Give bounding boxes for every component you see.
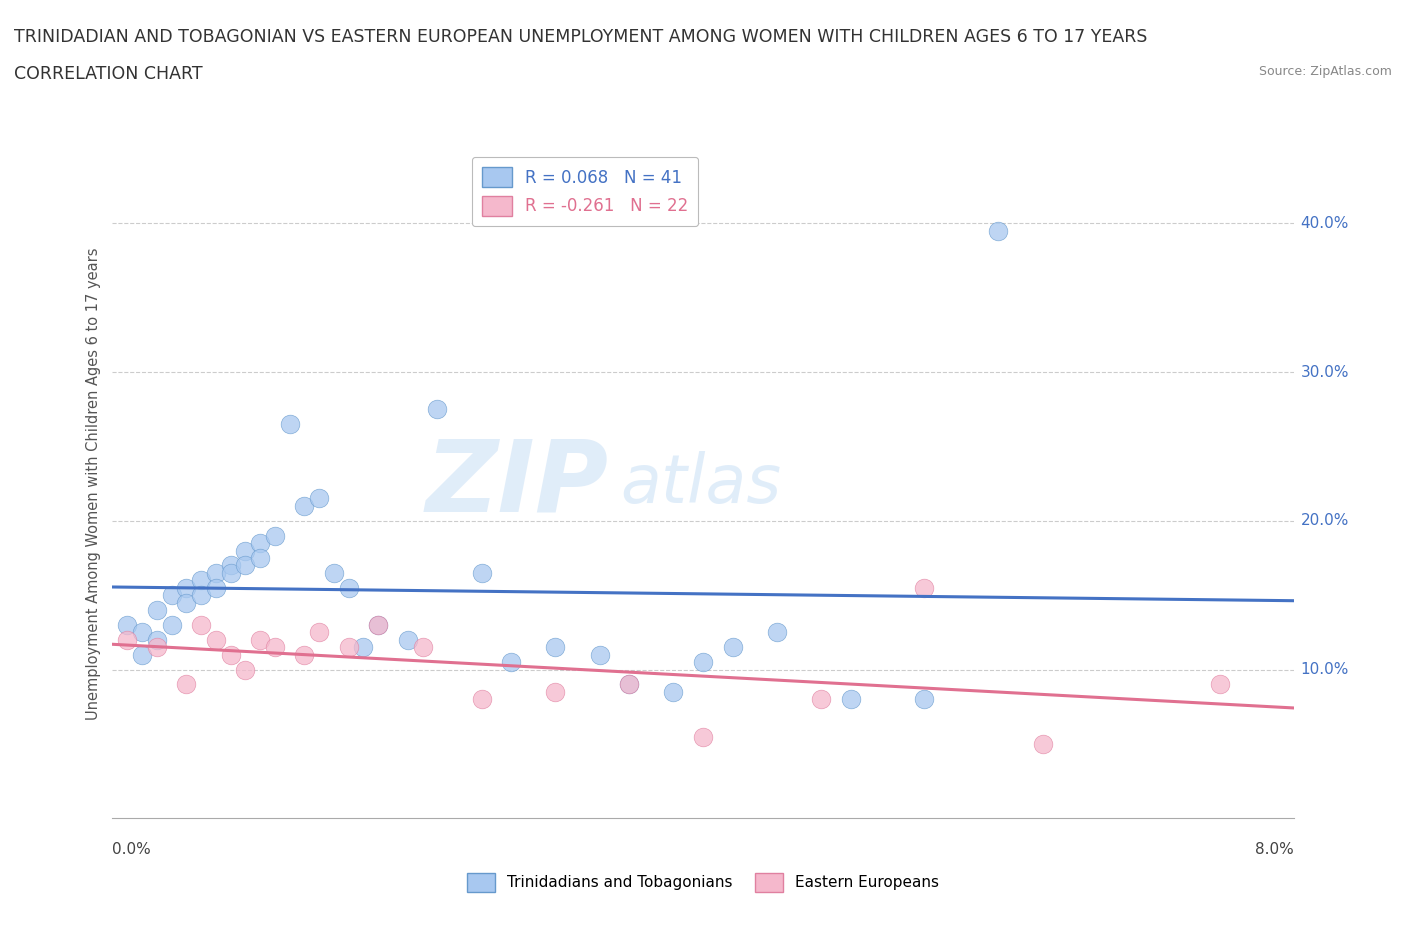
Point xyxy=(249,551,271,565)
Point xyxy=(131,647,153,662)
Text: 0.0%: 0.0% xyxy=(112,842,152,857)
Point xyxy=(337,640,360,655)
Point xyxy=(249,632,271,647)
Point xyxy=(337,580,360,595)
Point xyxy=(146,632,169,647)
Point xyxy=(412,640,434,655)
Text: ZIP: ZIP xyxy=(426,435,609,532)
Point xyxy=(292,498,315,513)
Point xyxy=(1032,737,1054,751)
Text: 40.0%: 40.0% xyxy=(1301,216,1348,231)
Text: 8.0%: 8.0% xyxy=(1254,842,1294,857)
Point xyxy=(987,223,1010,238)
Point xyxy=(588,647,610,662)
Text: TRINIDADIAN AND TOBAGONIAN VS EASTERN EUROPEAN UNEMPLOYMENT AMONG WOMEN WITH CHI: TRINIDADIAN AND TOBAGONIAN VS EASTERN EU… xyxy=(14,28,1147,46)
Point xyxy=(352,640,374,655)
Point xyxy=(692,655,714,670)
Point xyxy=(765,625,787,640)
Point xyxy=(174,677,197,692)
Point xyxy=(1208,677,1232,692)
Point xyxy=(190,573,212,588)
Point xyxy=(131,625,153,640)
Point xyxy=(174,580,197,595)
Text: CORRELATION CHART: CORRELATION CHART xyxy=(14,65,202,83)
Point xyxy=(264,528,287,543)
Point xyxy=(367,618,389,632)
Point xyxy=(471,692,494,707)
Point xyxy=(619,677,641,692)
Point xyxy=(190,618,212,632)
Point xyxy=(810,692,832,707)
Point xyxy=(308,491,330,506)
Point xyxy=(839,692,862,707)
Point xyxy=(190,588,212,603)
Text: 20.0%: 20.0% xyxy=(1301,513,1348,528)
Point xyxy=(249,536,271,551)
Point xyxy=(914,580,936,595)
Point xyxy=(233,558,256,573)
Point xyxy=(914,692,936,707)
Point xyxy=(471,565,494,580)
Point xyxy=(117,618,138,632)
Point xyxy=(619,677,641,692)
Text: 10.0%: 10.0% xyxy=(1301,662,1348,677)
Y-axis label: Unemployment Among Women with Children Ages 6 to 17 years: Unemployment Among Women with Children A… xyxy=(86,247,101,720)
Point xyxy=(292,647,315,662)
Legend: Trinidadians and Tobagonians, Eastern Europeans: Trinidadians and Tobagonians, Eastern Eu… xyxy=(461,867,945,897)
Point xyxy=(219,565,242,580)
Text: atlas: atlas xyxy=(620,451,782,516)
Point xyxy=(146,640,169,655)
Point xyxy=(233,543,256,558)
Point xyxy=(233,662,256,677)
Point xyxy=(501,655,523,670)
Point xyxy=(721,640,744,655)
Point xyxy=(308,625,330,640)
Point xyxy=(323,565,346,580)
Point xyxy=(278,417,301,432)
Point xyxy=(146,603,169,618)
Point xyxy=(160,618,183,632)
Point xyxy=(205,565,228,580)
Point xyxy=(160,588,183,603)
Point xyxy=(692,729,714,744)
Point xyxy=(219,558,242,573)
Point xyxy=(426,402,449,417)
Point xyxy=(117,632,138,647)
Point xyxy=(367,618,389,632)
Point xyxy=(662,684,685,699)
Point xyxy=(205,580,228,595)
Point xyxy=(544,640,567,655)
Point xyxy=(544,684,567,699)
Point xyxy=(219,647,242,662)
Point xyxy=(396,632,419,647)
Point xyxy=(174,595,197,610)
Text: 30.0%: 30.0% xyxy=(1301,365,1348,379)
Text: Source: ZipAtlas.com: Source: ZipAtlas.com xyxy=(1258,65,1392,78)
Point xyxy=(205,632,228,647)
Point xyxy=(264,640,287,655)
